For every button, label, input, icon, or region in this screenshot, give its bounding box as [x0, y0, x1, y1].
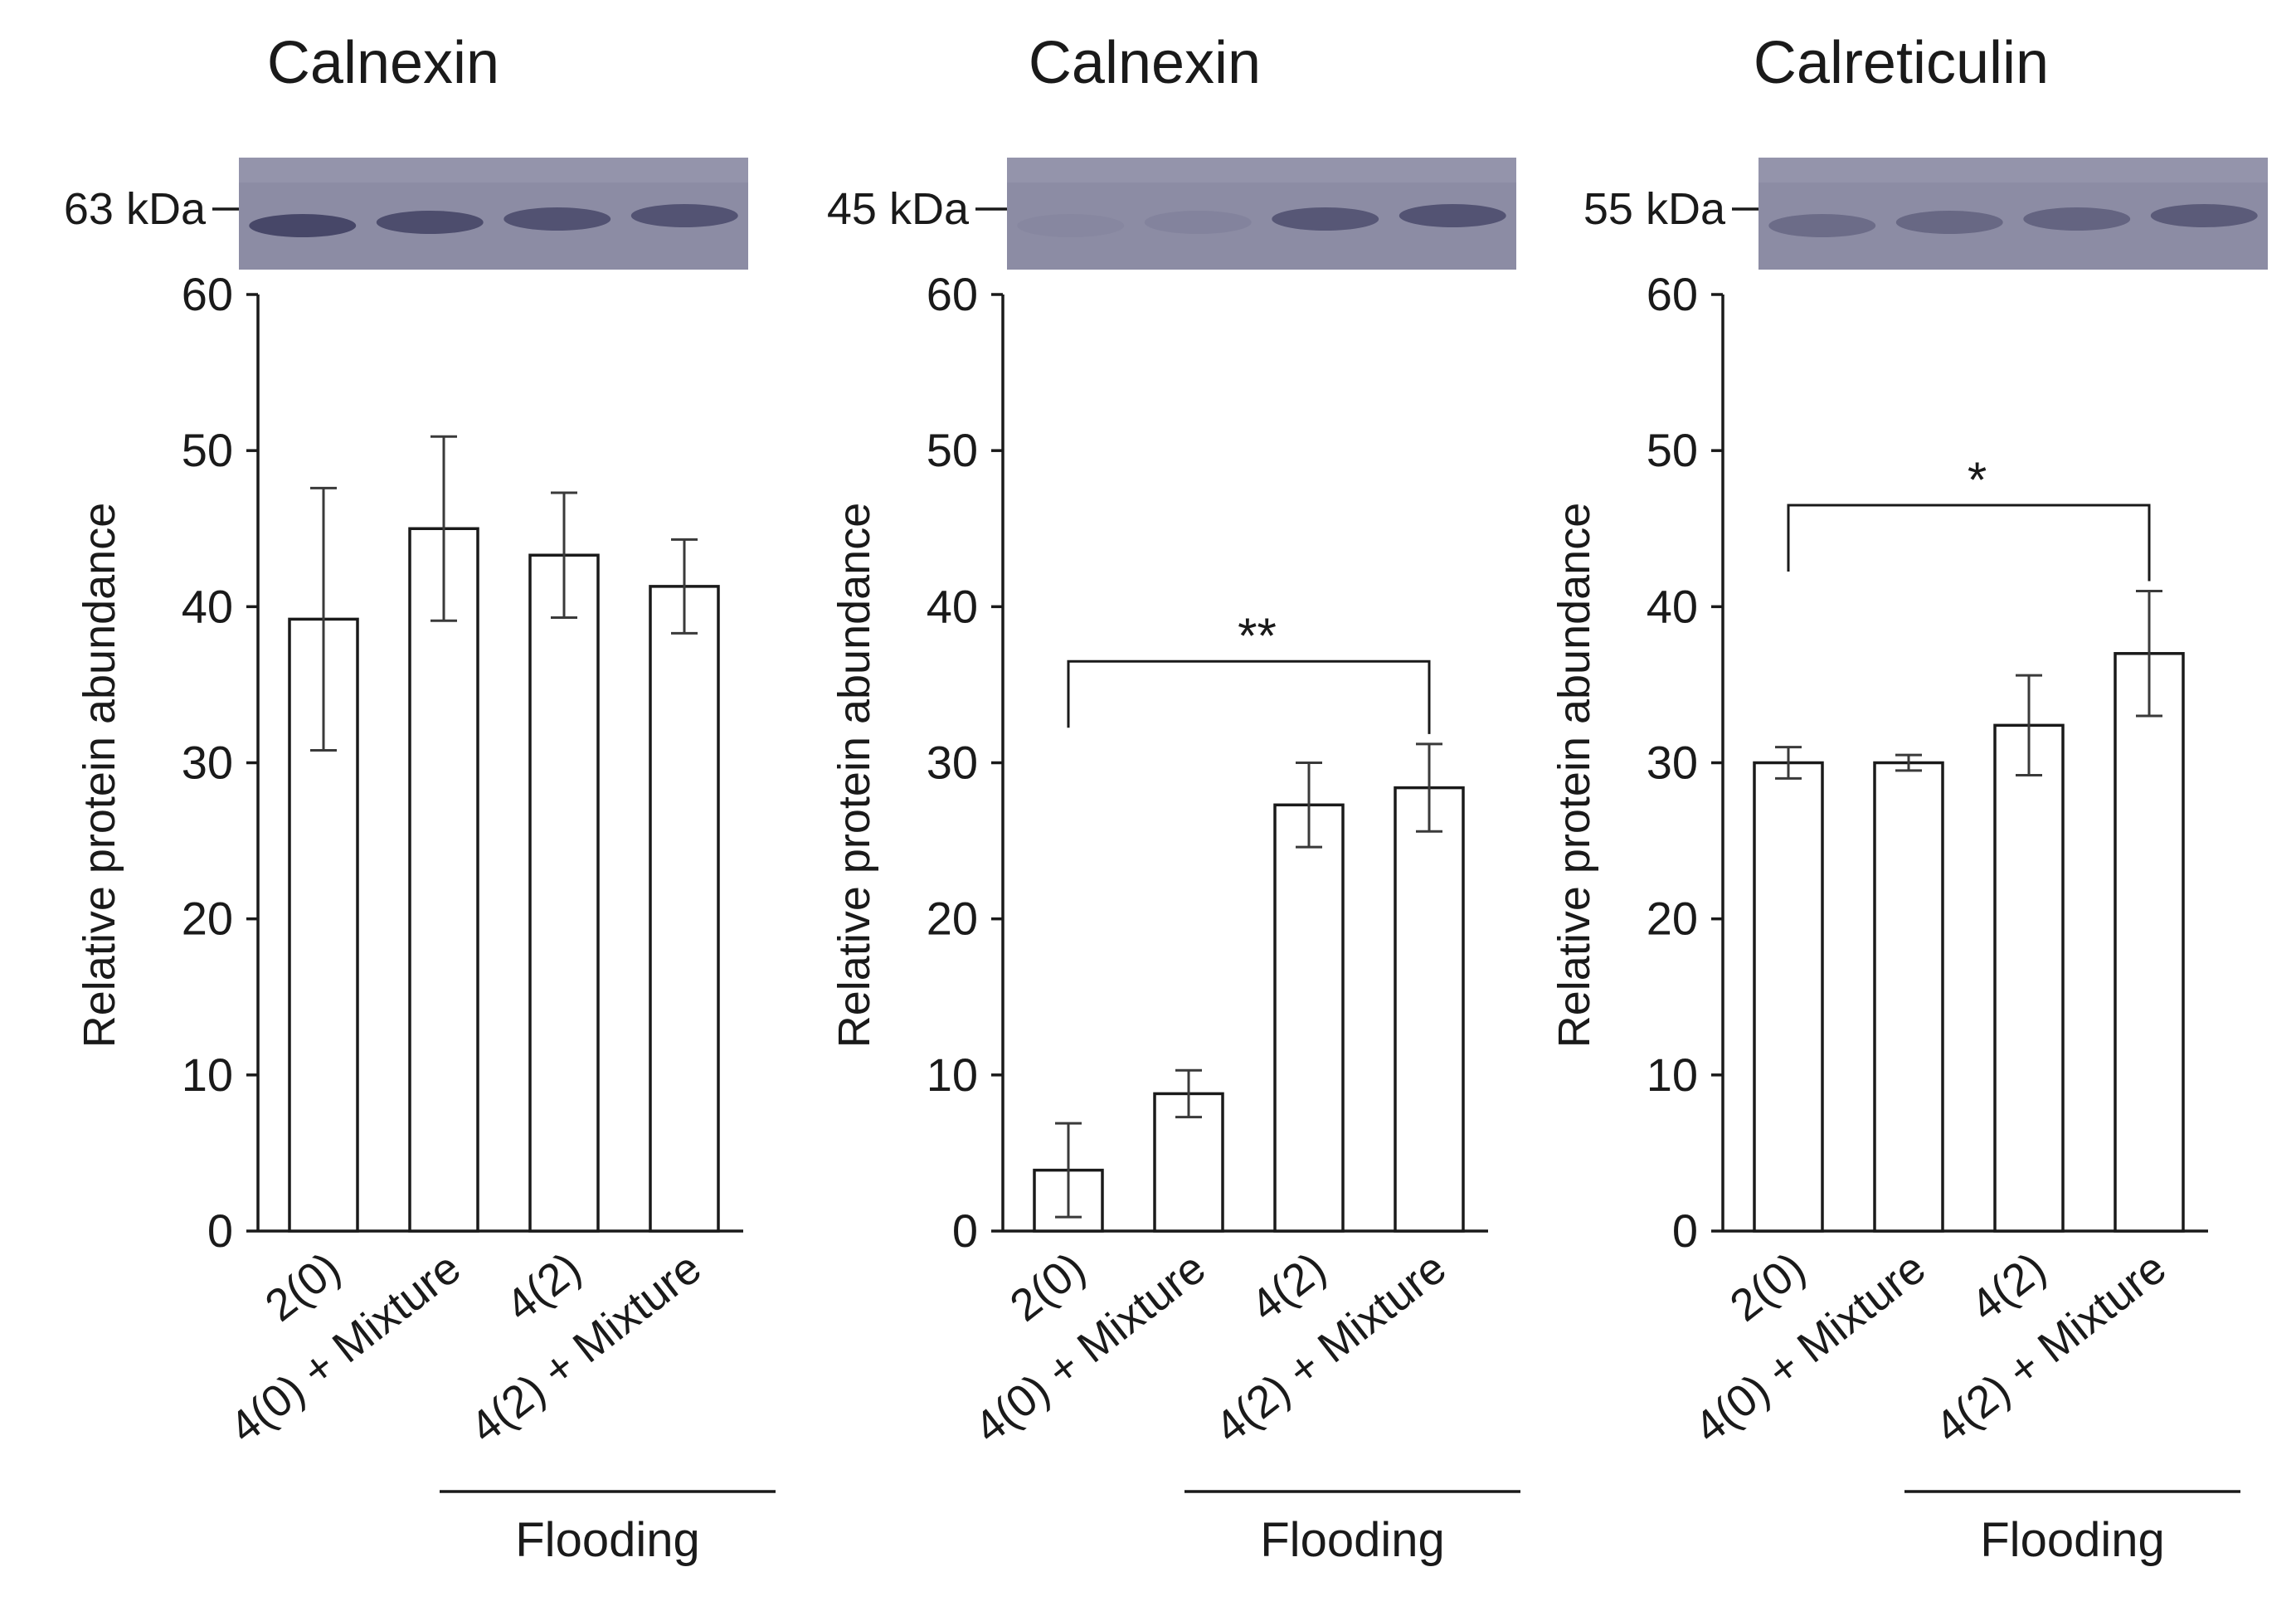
error-bar	[430, 435, 457, 622]
y-tick-label: 40	[182, 580, 233, 632]
significance-bracket	[1787, 504, 2151, 582]
x-tick-label: 4(2)	[1962, 1243, 2055, 1331]
group-label: Flooding	[1260, 1513, 1444, 1567]
y-tick-label: 20	[927, 893, 978, 945]
kda-marker-label: 63 kDa	[64, 184, 207, 234]
blot-band	[1895, 211, 2003, 234]
y-tick-label: 40	[927, 580, 978, 632]
bar	[2114, 652, 2185, 1233]
error-bar	[2016, 674, 2042, 777]
error-bar	[551, 491, 577, 620]
y-tick-label: 0	[952, 1204, 978, 1257]
y-tick-label: 60	[927, 268, 978, 320]
panel-title: Calnexin	[267, 30, 499, 96]
western-blot-image	[1007, 158, 1516, 270]
bar	[1993, 723, 2065, 1233]
blot-band	[376, 211, 484, 234]
group-label: Flooding	[515, 1513, 699, 1567]
y-tick-label: 60	[182, 268, 233, 320]
significance-label: *	[1968, 452, 1987, 508]
y-tick-label: 30	[1647, 737, 1698, 789]
x-tick-label: 2(0)	[1721, 1243, 1815, 1331]
error-bar	[1775, 746, 1802, 780]
y-tick-label: 10	[182, 1049, 233, 1101]
x-tick-label: 2(0)	[1001, 1243, 1095, 1331]
western-blot-image	[239, 158, 748, 270]
error-bar	[310, 486, 337, 752]
x-tick-label: 4(0) + Mixture	[966, 1243, 1215, 1453]
error-bar	[671, 538, 698, 635]
blot-band	[2150, 204, 2258, 227]
y-tick-label: 40	[1647, 580, 1698, 632]
y-tick-label: 10	[927, 1049, 978, 1101]
y-tick-label: 30	[927, 737, 978, 789]
y-tick-label: 0	[207, 1204, 233, 1257]
y-axis-label: Relative protein abundance	[829, 503, 879, 1048]
x-tick-label: 2(0)	[256, 1243, 350, 1331]
y-tick-label: 30	[182, 737, 233, 789]
y-tick-label: 0	[1672, 1204, 1698, 1257]
bar	[1273, 803, 1345, 1233]
chart-panel-3: Calreticulin 55 kDa 0 10 20 30 40 50 60 Relative …	[1549, 30, 2268, 1567]
x-tick-label: 4(2) + Mixture	[1926, 1243, 2176, 1453]
chart-panel-2: Calnexin 45 kDa 0 10 20 30 40 50 60 Relative prot…	[827, 30, 1520, 1567]
error-bar	[1895, 753, 1922, 772]
blot-band	[1399, 204, 1506, 227]
bar	[1753, 761, 1824, 1233]
kda-marker-label: 55 kDa	[1583, 184, 1726, 234]
x-tick-label: 4(2) + Mixture	[1206, 1243, 1456, 1453]
x-tick-label: 4(0) + Mixture	[1686, 1243, 1935, 1453]
y-tick-label: 60	[1647, 268, 1698, 320]
blot-band	[2023, 207, 2131, 231]
y-tick-label: 50	[1647, 424, 1698, 476]
chart-panel-1: Calnexin 63 kDa 0 10 20 30 40 50 60 Relative prot…	[64, 30, 776, 1567]
y-tick-label: 50	[927, 424, 978, 476]
x-tick-label: 4(2) + Mixture	[461, 1243, 711, 1453]
bar	[1873, 761, 1944, 1233]
significance-bracket	[1067, 659, 1431, 734]
y-tick-label: 20	[182, 893, 233, 945]
blot-band	[630, 204, 738, 227]
x-tick-label: 4(0) + Mixture	[221, 1243, 470, 1453]
panel-title: Calreticulin	[1754, 30, 2049, 96]
blot-band	[1017, 214, 1125, 237]
x-tick-label: 4(2)	[497, 1243, 591, 1331]
y-tick-label: 50	[182, 424, 233, 476]
blot-band	[249, 214, 357, 237]
y-tick-label: 20	[1647, 893, 1698, 945]
blot-band	[1768, 214, 1876, 237]
y-axis-label: Relative protein abundance	[75, 503, 124, 1048]
significance-label: **	[1238, 608, 1277, 664]
error-bar	[1175, 1068, 1202, 1119]
y-axis-label: Relative protein abundance	[1549, 503, 1599, 1048]
blot-shade	[239, 158, 748, 182]
panel-title: Calnexin	[1029, 30, 1261, 96]
bar	[649, 585, 720, 1233]
blot-band	[1272, 207, 1379, 231]
blot-band	[1144, 211, 1252, 234]
blot-band	[503, 207, 611, 231]
y-tick-label: 10	[1647, 1049, 1698, 1101]
bar	[528, 553, 600, 1233]
kda-marker-label: 45 kDa	[827, 184, 970, 234]
bar	[408, 527, 479, 1233]
blot-shade	[1007, 158, 1516, 182]
group-label: Flooding	[1980, 1513, 2164, 1567]
bar	[288, 617, 359, 1233]
bar	[1394, 786, 1465, 1233]
x-tick-label: 4(2)	[1242, 1243, 1335, 1331]
error-bar	[2136, 590, 2162, 718]
error-bar	[1296, 762, 1322, 849]
error-bar	[1055, 1122, 1082, 1219]
error-bar	[1416, 742, 1442, 833]
western-blot-image	[1758, 158, 2268, 270]
blot-shade	[1758, 158, 2268, 182]
